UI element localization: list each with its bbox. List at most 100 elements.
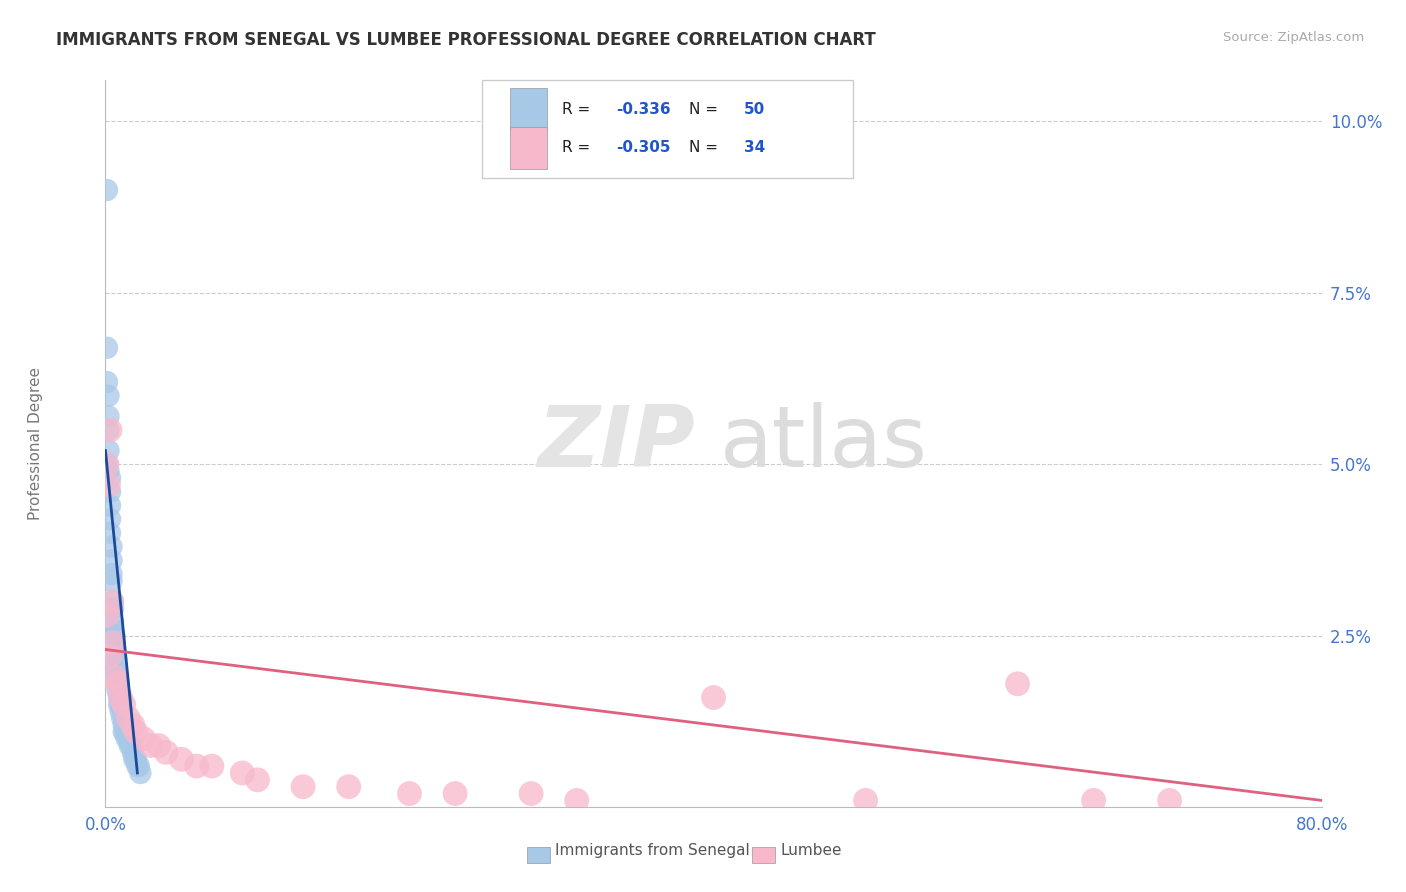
FancyBboxPatch shape [482,80,853,178]
Text: -0.336: -0.336 [616,102,671,117]
Point [112,718,135,732]
Point [101,601,124,615]
Point [97,464,120,478]
Point [201,759,224,773]
Point [100,594,122,608]
Point [96,458,118,472]
Point [114,724,136,739]
Point [98,525,121,540]
Text: ZIP: ZIP [537,402,696,485]
Point [97,389,120,403]
Point [444,787,467,801]
Point [101,635,124,649]
Point [121,718,143,732]
Point [107,683,129,698]
Point [292,780,315,794]
Point [186,759,208,773]
Y-axis label: Professional Degree: Professional Degree [28,368,44,520]
Point [98,423,121,437]
Point [246,772,269,787]
Point [117,711,139,725]
Point [520,787,543,801]
Text: N =: N = [689,102,723,117]
Point [132,731,155,746]
Point [110,704,132,718]
Point [100,567,122,582]
Point [101,615,124,629]
Text: 34: 34 [744,140,765,155]
Point [98,499,121,513]
Point [120,739,142,753]
Point [100,553,122,567]
Point [96,458,118,472]
Point [115,731,138,746]
Text: 50: 50 [744,102,765,117]
Point [110,698,132,712]
Point [97,478,120,492]
Point [111,711,134,725]
Point [231,766,253,780]
Point [702,690,725,705]
Text: Source: ZipAtlas.com: Source: ZipAtlas.com [1223,31,1364,45]
Point [97,409,120,424]
Point [155,745,177,759]
Point [103,629,125,643]
Point [103,635,125,649]
Point [98,484,121,499]
Point [103,670,125,684]
Point [129,766,152,780]
Point [125,724,148,739]
Point [103,642,125,657]
Point [565,793,588,807]
Point [100,540,122,554]
Point [398,787,420,801]
Text: atlas: atlas [720,402,928,485]
Point [117,731,139,746]
Point [112,698,135,712]
Point [127,759,149,773]
Point [98,471,121,485]
Point [107,670,129,684]
Point [1083,793,1105,807]
Point [96,608,118,623]
Point [96,183,118,197]
Point [121,745,143,759]
Bar [510,127,547,169]
Point [112,724,135,739]
Point [337,780,360,794]
Point [96,341,118,355]
Text: -0.305: -0.305 [616,140,671,155]
Point [97,443,120,458]
Bar [510,88,547,130]
Point [98,512,121,526]
Point [101,622,124,636]
Point [855,793,877,807]
Point [110,690,132,705]
Point [96,375,118,389]
Point [1007,677,1029,691]
Text: N =: N = [689,140,723,155]
Text: IMMIGRANTS FROM SENEGAL VS LUMBEE PROFESSIONAL DEGREE CORRELATION CHART: IMMIGRANTS FROM SENEGAL VS LUMBEE PROFES… [56,31,876,49]
Point [1159,793,1181,807]
Point [148,739,170,753]
Point [128,759,150,773]
Point [105,657,128,671]
Point [97,423,120,437]
Point [125,752,148,766]
Point [139,739,162,753]
Text: R =: R = [561,140,595,155]
Point [101,594,124,608]
Text: Immigrants from Senegal: Immigrants from Senegal [555,844,751,858]
Point [108,698,131,712]
Point [124,752,146,766]
Point [103,649,125,664]
Point [108,690,131,705]
Point [98,649,121,664]
Point [170,752,193,766]
Text: R =: R = [561,102,595,117]
Text: Lumbee: Lumbee [780,844,842,858]
Point [105,663,128,677]
Point [118,739,141,753]
Point [100,574,122,588]
Point [105,670,128,684]
